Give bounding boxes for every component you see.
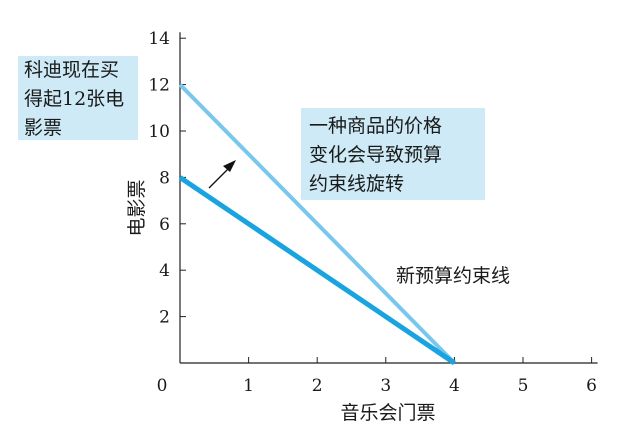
arrow-head	[223, 160, 236, 172]
y-tick-label: 14	[148, 29, 170, 49]
budget-lines	[178, 83, 456, 366]
x-tick-label: 2	[312, 376, 323, 396]
new-budget-line-label: 新预算约束线	[396, 265, 511, 287]
annotation-box-left: 科迪现在买 得起12张电 影票	[18, 56, 138, 140]
budget-line-new	[178, 83, 456, 365]
x-tick-label: 4	[449, 376, 460, 396]
x-axis-title: 音乐会门票	[340, 402, 435, 424]
y-tick-label: 10	[148, 122, 170, 142]
y-tick-label: 2	[159, 308, 170, 328]
y-axis-title: 电影票	[126, 179, 148, 236]
x-tick-label: 6	[586, 376, 597, 396]
annotation-box-center: 一种商品的价格 变化会导致预算 约束线旋转	[301, 108, 485, 200]
x-tick-label: 0	[157, 376, 168, 396]
x-tick-label: 3	[380, 376, 391, 396]
arrow-shaft	[208, 166, 231, 189]
budget-line-original	[178, 175, 456, 366]
x-tick-label: 1	[243, 376, 254, 396]
x-tick-label: 5	[518, 376, 529, 396]
rotation-arrow	[208, 160, 236, 189]
y-tick-label: 12	[148, 76, 170, 96]
y-tick-label: 6	[159, 215, 170, 235]
y-tick-label: 4	[159, 261, 170, 281]
y-tick-label: 8	[159, 168, 170, 188]
